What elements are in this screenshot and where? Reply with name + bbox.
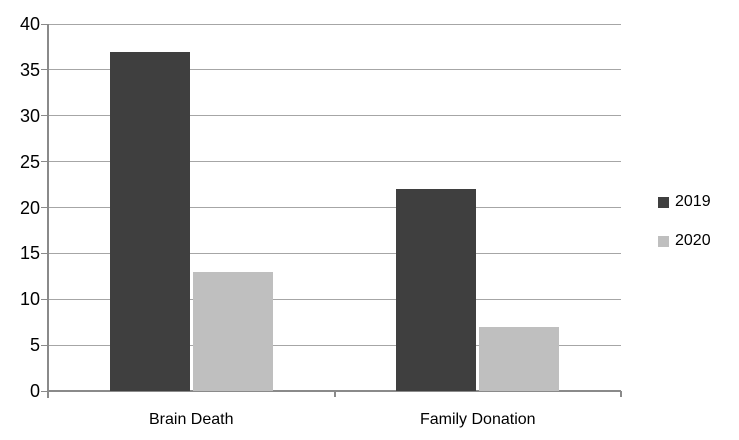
y-axis-tick [41,161,48,163]
bar-2019-brain-death [109,51,190,391]
gridline [48,207,621,208]
legend-entry-2019: 2019 [658,192,711,212]
x-axis-tick [620,391,622,397]
y-axis-tick [41,390,48,392]
x-axis-category-label: Family Donation [419,411,536,428]
bar-2020-family-donation [479,326,560,391]
y-axis-tick [41,252,48,254]
x-axis-tick [333,391,336,397]
gridline [48,23,621,25]
legend-swatch-2019 [658,196,669,208]
y-axis-tick-label: 20 [19,197,40,218]
legend-entry-2020: 2020 [658,231,711,251]
y-axis-tick [41,207,48,208]
y-axis-tick-label: 0 [29,381,40,401]
gridline [48,344,621,346]
gridline [48,115,621,117]
y-axis-tick-label: 25 [19,151,40,172]
bar-2020-brain-death [192,271,273,391]
x-axis-category-label: Brain Death [149,411,234,428]
y-axis-tick [41,115,48,117]
gridline [48,298,621,300]
y-axis-tick-label: 30 [19,105,40,126]
legend-swatch-2020 [658,235,669,247]
gridline [48,252,621,254]
y-axis-line [47,24,49,398]
y-axis-tick-label: 15 [19,243,40,264]
y-axis-tick [41,344,48,346]
gridline [48,161,621,163]
legend-label: 2019 [675,193,711,210]
y-axis-tick-label: 40 [19,14,40,34]
y-axis-tick-label: 35 [19,59,40,80]
y-axis-tick [41,298,48,300]
bar-2019-family-donation [396,189,477,391]
y-axis-tick-label: 5 [29,335,40,356]
legend: 2019 2020 [658,192,711,270]
gridline [48,69,621,71]
y-axis-tick [41,69,48,71]
legend-label: 2020 [675,232,711,249]
y-axis-tick [41,23,48,25]
y-axis-tick-label: 10 [19,289,40,310]
